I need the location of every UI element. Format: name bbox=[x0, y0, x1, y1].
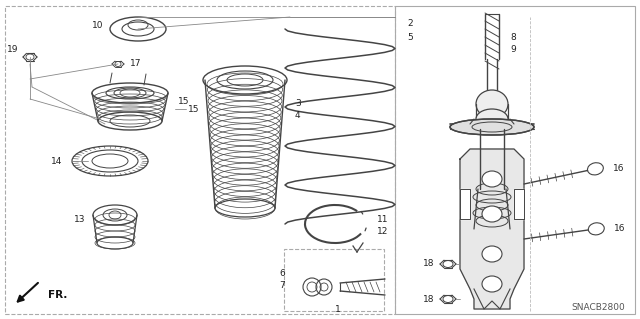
Ellipse shape bbox=[482, 171, 502, 187]
Text: 2: 2 bbox=[407, 19, 413, 28]
Text: 1: 1 bbox=[335, 305, 341, 314]
Text: 8: 8 bbox=[510, 33, 516, 41]
Text: 5: 5 bbox=[407, 33, 413, 41]
Polygon shape bbox=[460, 149, 524, 309]
Text: 18: 18 bbox=[422, 294, 434, 303]
Polygon shape bbox=[460, 189, 470, 219]
Text: 7: 7 bbox=[279, 281, 285, 291]
Bar bbox=[484, 117, 500, 124]
Polygon shape bbox=[514, 189, 524, 219]
Bar bbox=[5, 6, 395, 314]
Text: 14: 14 bbox=[51, 157, 62, 166]
Text: 15: 15 bbox=[188, 105, 200, 114]
Text: 17: 17 bbox=[130, 60, 141, 69]
Text: 13: 13 bbox=[74, 214, 85, 224]
Ellipse shape bbox=[482, 276, 502, 292]
Text: FR.: FR. bbox=[48, 290, 67, 300]
Text: 16: 16 bbox=[614, 224, 626, 233]
Text: 12: 12 bbox=[377, 227, 388, 236]
Text: 3: 3 bbox=[295, 100, 301, 108]
Text: 4: 4 bbox=[295, 112, 301, 121]
Text: SNACB2800: SNACB2800 bbox=[572, 302, 625, 311]
Text: 18: 18 bbox=[422, 259, 434, 269]
Text: 6: 6 bbox=[279, 270, 285, 278]
Bar bbox=[395, 6, 635, 314]
Bar bbox=[284, 249, 384, 311]
Ellipse shape bbox=[450, 119, 534, 135]
Text: 19: 19 bbox=[6, 44, 18, 54]
Ellipse shape bbox=[476, 90, 508, 118]
Text: 15: 15 bbox=[178, 97, 189, 106]
Ellipse shape bbox=[482, 246, 502, 262]
Text: 16: 16 bbox=[613, 164, 625, 173]
Ellipse shape bbox=[482, 206, 502, 222]
Text: 10: 10 bbox=[92, 20, 103, 29]
Text: 9: 9 bbox=[510, 44, 516, 54]
Text: 11: 11 bbox=[377, 214, 388, 224]
Ellipse shape bbox=[476, 109, 508, 129]
